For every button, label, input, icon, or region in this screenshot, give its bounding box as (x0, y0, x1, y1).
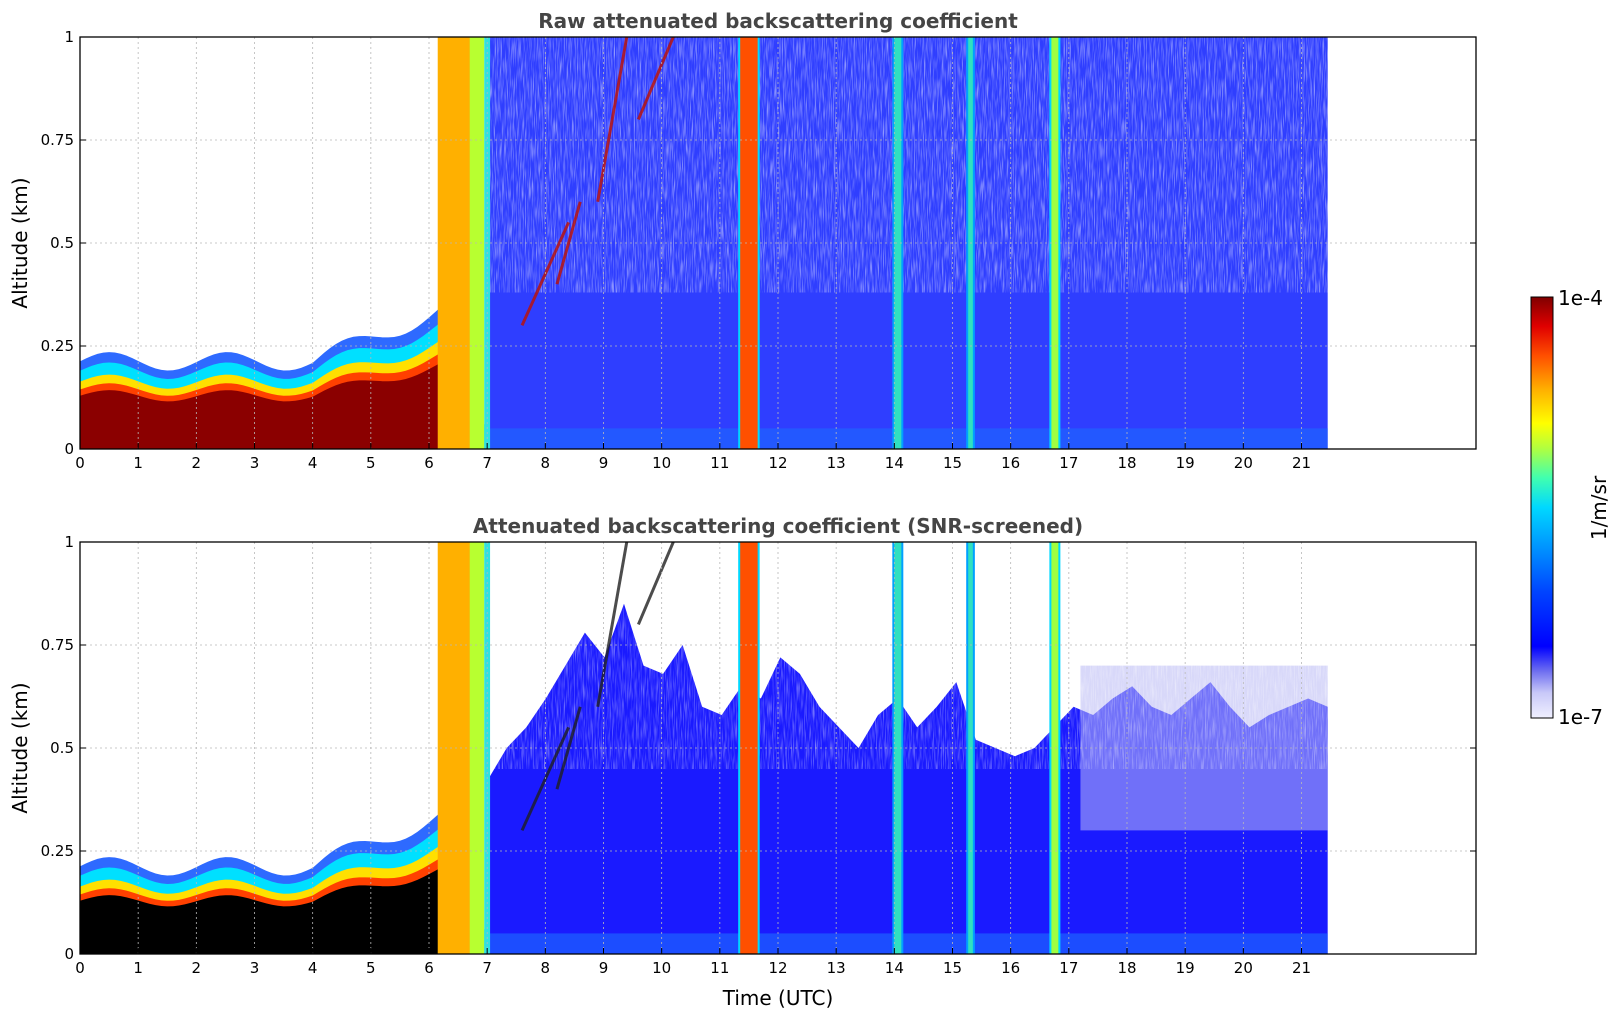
precipitation-column (740, 37, 758, 449)
noise-speckle (487, 37, 1328, 293)
x-tick-label: 8 (541, 454, 551, 472)
y-tick-label: 0.5 (50, 739, 74, 757)
y-axis: 0 0.25 0.5 0.75 1 (41, 28, 1476, 458)
x-tick-label: 3 (250, 454, 260, 472)
x-tick-label: 5 (366, 959, 376, 977)
x-tick-label: 7 (482, 454, 492, 472)
x-axis: 0 1 2 3 4 5 6 7 8 9 10 11 12 13 14 15 16 17 18 19 20 21 (75, 443, 1311, 472)
x-tick-label: 14 (885, 454, 904, 472)
x-tick-label: 1 (133, 454, 143, 472)
y-tick-label: 1 (64, 28, 74, 46)
aerosol-layer-core (80, 867, 441, 954)
precipitation-column (740, 542, 758, 954)
x-tick-label: 4 (308, 959, 318, 977)
x-tick-label: 15 (943, 959, 962, 977)
x-tick-label: 17 (1059, 454, 1078, 472)
panel-title: Raw attenuated backscattering coefficien… (538, 9, 1018, 33)
x-tick-label: 10 (652, 454, 671, 472)
x-tick-label: 2 (192, 959, 202, 977)
grid-lines (80, 542, 1476, 954)
x-tick-label: 6 (424, 454, 434, 472)
x-tick-label: 20 (1234, 454, 1253, 472)
x-tick-label: 14 (885, 959, 904, 977)
grid-lines (80, 37, 1476, 449)
colorbar-unit-label: 1/m/sr (1587, 475, 1611, 540)
y-tick-label: 0.5 (50, 234, 74, 252)
x-tick-label: 16 (1001, 454, 1020, 472)
x-tick-label: 9 (599, 454, 609, 472)
x-tick-label: 6 (424, 959, 434, 977)
aerosol-layer-core (80, 362, 441, 449)
y-axis-label: Altitude (km) (8, 177, 32, 308)
x-axis-label: Time (UTC) (722, 986, 834, 1010)
noise-speckle (487, 542, 1328, 769)
x-tick-label: 9 (599, 959, 609, 977)
x-tick-label: 5 (366, 454, 376, 472)
x-tick-label: 18 (1117, 454, 1136, 472)
cloud-streak (596, 542, 629, 708)
x-tick-label: 1 (133, 959, 143, 977)
y-tick-label: 0.25 (41, 842, 74, 860)
x-tick-label: 15 (943, 454, 962, 472)
x-tick-label: 18 (1117, 959, 1136, 977)
y-tick-label: 0 (64, 945, 74, 963)
x-tick-label: 4 (308, 454, 318, 472)
screened-backscatter-panel: Attenuated backscattering coefficient (S… (8, 514, 1477, 1010)
cloud-streak (555, 201, 582, 285)
colorbar-min-label: 1e-7 (1558, 705, 1603, 729)
y-axis: 0 0.25 0.5 0.75 1 (41, 533, 1476, 963)
x-axis: 0 1 2 3 4 5 6 7 8 9 10 11 12 13 14 15 16 17 18 19 20 21 (75, 948, 1311, 977)
x-tick-label: 12 (768, 454, 787, 472)
screened-aerosol-layer (487, 603, 1328, 954)
colorbar-gradient (1530, 296, 1554, 719)
x-tick-label: 13 (827, 959, 846, 977)
x-tick-label: 19 (1176, 959, 1195, 977)
x-tick-label: 8 (541, 959, 551, 977)
near-surface-band (487, 428, 1328, 449)
precipitation-column (894, 542, 902, 954)
x-tick-label: 0 (75, 454, 85, 472)
x-tick-label: 21 (1292, 454, 1311, 472)
x-tick-label: 2 (192, 454, 202, 472)
y-tick-label: 1 (64, 533, 74, 551)
y-tick-label: 0.75 (41, 131, 74, 149)
y-tick-label: 0.25 (41, 337, 74, 355)
precipitation-column (1051, 37, 1059, 449)
panel-title: Attenuated backscattering coefficient (S… (473, 514, 1083, 538)
raw-backscatter-panel: Raw attenuated backscattering coefficien… (8, 9, 1477, 472)
cloud-streak (637, 37, 675, 120)
near-surface-band (487, 933, 1328, 954)
cloud-streak (596, 37, 629, 203)
x-tick-label: 13 (827, 454, 846, 472)
precipitation-column (894, 37, 902, 449)
y-axis-label: Altitude (km) (8, 682, 32, 813)
colorbar: 1e-4 1e-7 1/m/sr (1530, 286, 1611, 729)
x-tick-label: 3 (250, 959, 260, 977)
x-tick-label: 11 (710, 959, 729, 977)
x-tick-label: 11 (710, 454, 729, 472)
x-tick-label: 12 (768, 959, 787, 977)
y-tick-label: 0.75 (41, 636, 74, 654)
x-tick-label: 0 (75, 959, 85, 977)
x-tick-label: 10 (652, 959, 671, 977)
x-tick-label: 21 (1292, 959, 1311, 977)
x-tick-label: 7 (482, 959, 492, 977)
x-tick-label: 17 (1059, 959, 1078, 977)
cloud-streak (637, 542, 675, 625)
x-tick-label: 19 (1176, 454, 1195, 472)
cloud-streak (555, 706, 582, 790)
x-tick-label: 20 (1234, 959, 1253, 977)
heatmap-area (80, 37, 1328, 449)
colorbar-max-label: 1e-4 (1558, 286, 1603, 310)
y-tick-label: 0 (64, 440, 74, 458)
precipitation-column (1051, 542, 1059, 954)
x-tick-label: 16 (1001, 959, 1020, 977)
heatmap-area (80, 542, 1328, 954)
